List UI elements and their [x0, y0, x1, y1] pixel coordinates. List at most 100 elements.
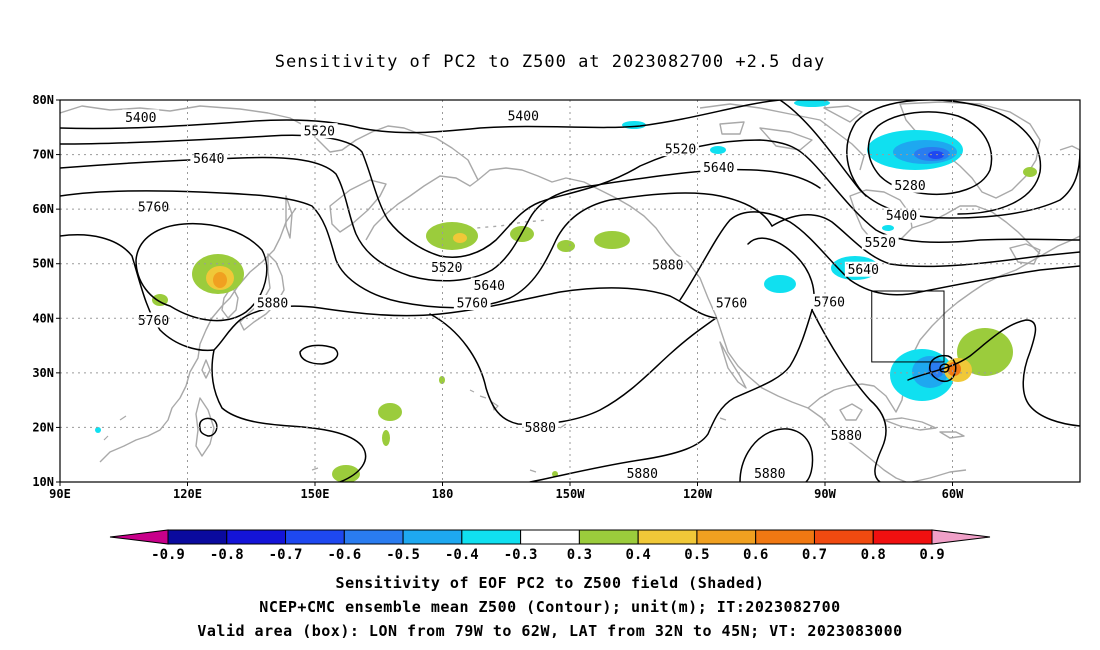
coastline-kamchatka — [329, 179, 387, 233]
contour-5520-east — [809, 159, 1080, 244]
coastline-pacific-islands — [103, 415, 727, 473]
coastlines — [60, 101, 1080, 482]
positive-sensitivity-peak — [213, 272, 227, 288]
contour-low-ring-inner — [939, 363, 950, 373]
colorbar-swatch — [872, 529, 933, 545]
negative-sensitivity-region — [95, 427, 101, 433]
lat-tick-label: 50N — [32, 257, 54, 271]
footer-line-1: Sensitivity of EOF PC2 to Z500 field (Sh… — [336, 574, 765, 592]
lon-tick-label: 150W — [556, 487, 586, 501]
contour-5760-west — [60, 190, 773, 309]
colorbar-swatch — [343, 529, 404, 545]
colorbar-swatch — [696, 529, 757, 545]
longitude-axis: 90E 120E 150E 180 150W 120W 90W 60W — [49, 482, 964, 501]
contour-5880-hawaii — [429, 313, 717, 426]
lon-tick-label: 90E — [49, 487, 71, 501]
contour-5400-east — [779, 100, 1080, 219]
coastline-sakhalin — [285, 195, 293, 239]
contour-label-bg — [135, 312, 172, 328]
contour-5400-west — [60, 100, 781, 134]
footer-line-3: Valid area (box): LON from 79W to 62W, L… — [197, 622, 902, 640]
coastline-central-america — [841, 437, 907, 482]
lat-tick-label: 30N — [32, 366, 54, 380]
contour-label-bg — [662, 141, 699, 157]
valid-area-box — [871, 290, 945, 363]
positive-sensitivity-region — [332, 465, 360, 482]
colorbar-swatch — [813, 529, 874, 545]
contour-5880-lower — [211, 349, 367, 482]
contour-label: 5760 — [138, 314, 169, 329]
lat-tick-label: 10N — [32, 475, 54, 489]
lon-tick-label: 90W — [814, 487, 836, 501]
negative-sensitivity-region — [710, 146, 726, 154]
contour-5640-east — [771, 214, 1080, 268]
contour-label-bg — [135, 198, 172, 214]
contour-5400-low — [846, 100, 1042, 215]
contour-label-bg — [649, 256, 687, 272]
contour-label: 5880 — [652, 258, 683, 273]
colorbar-label: -0.9 — [151, 547, 185, 563]
positive-sensitivity-region — [1023, 167, 1037, 177]
colorbar-swatch — [461, 529, 522, 545]
contour-label-bg — [122, 109, 160, 125]
coastline-hudson-bay — [849, 189, 913, 245]
contour-label-bg — [453, 295, 491, 311]
positive-sensitivity-region — [382, 430, 390, 446]
coastline-cuba — [883, 417, 965, 439]
colorbar-label: 0.3 — [567, 547, 592, 563]
contour-label: 5640 — [703, 161, 734, 176]
contour-5760-loop — [135, 222, 268, 322]
lon-tick-label: 180 — [432, 487, 454, 501]
colorbar-swatch — [402, 529, 463, 545]
colorbar-label: 0.6 — [743, 547, 768, 563]
contour-5880-small-loop — [299, 344, 339, 365]
contour-5880-south — [529, 237, 815, 482]
contour-label-bg — [861, 234, 899, 250]
contour-label: 5400 — [125, 111, 156, 126]
lon-tick-label: 150E — [301, 487, 330, 501]
coastline-iceland — [1059, 145, 1080, 151]
lat-tick-label: 20N — [32, 420, 54, 434]
colorbar-swatch — [167, 529, 228, 545]
contour-5880-atlantic-high — [907, 319, 1080, 427]
colorbar-swatch — [285, 529, 345, 545]
contour-label-bg — [700, 159, 738, 175]
coastline-west-na — [675, 253, 843, 439]
contour-label: 5760 — [457, 297, 488, 312]
sensitivity-shading — [95, 100, 1037, 482]
contour-label: 5640 — [848, 263, 879, 278]
colorbar-label: -0.5 — [386, 547, 420, 563]
contour-label: 5880 — [257, 297, 288, 312]
contour-label-bg — [713, 295, 750, 311]
contour-label-bg — [470, 277, 508, 293]
positive-sensitivity-region — [594, 231, 630, 249]
contour-5280-low — [867, 111, 993, 196]
colorbar-swatch — [226, 529, 287, 545]
contour-label: 5400 — [508, 109, 539, 124]
contour-5880-gulf — [739, 428, 814, 482]
contour-label: 5760 — [716, 297, 747, 312]
contour-5760-east — [679, 211, 1080, 301]
colorbar-swatch — [578, 529, 639, 545]
latitude-axis: 80N 70N 60N 50N 40N 30N 20N 10N — [32, 93, 60, 489]
colorbar: -0.9 -0.8 -0.7 -0.6 -0.5 -0.4 -0.3 0.3 0.4 0.5 0.6… — [109, 529, 991, 563]
coastline-asia — [60, 105, 479, 241]
lon-tick-label: 120E — [173, 487, 202, 501]
colorbar-upper-extension — [931, 529, 991, 545]
positive-sensitivity-region — [957, 328, 1013, 376]
contour-label: 5520 — [304, 125, 335, 140]
positive-sensitivity-region — [557, 240, 575, 252]
coastline-baja — [719, 341, 747, 389]
contour-label: 5640 — [474, 279, 505, 294]
contour-label-bg — [810, 293, 848, 309]
footer-line-2: NCEP+CMC ensemble mean Z500 (Contour); u… — [259, 598, 840, 616]
contour-label-bg — [428, 259, 466, 275]
positive-sensitivity-region — [439, 376, 445, 384]
lat-tick-label: 40N — [32, 311, 54, 325]
colorbar-label: 0.4 — [626, 547, 651, 563]
lon-tick-label: 120W — [683, 487, 713, 501]
colorbar-label: 0.9 — [919, 547, 944, 563]
contour-low-ring-outer — [929, 354, 957, 382]
negative-sensitivity-region — [764, 275, 796, 293]
